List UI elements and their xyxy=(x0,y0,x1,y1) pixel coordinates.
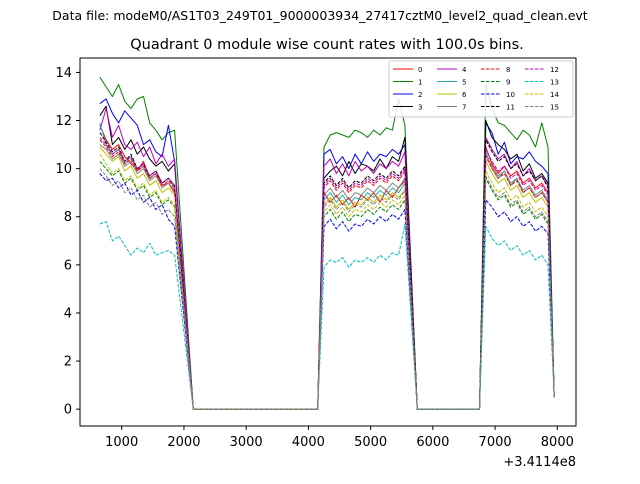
x-tick-label: 1000 xyxy=(105,435,138,450)
x-tick-label: 3000 xyxy=(230,435,263,450)
legend-label-3: 3 xyxy=(418,104,422,112)
y-tick-label: 2 xyxy=(64,355,72,370)
x-axis: 1000 2000 3000 4000 5000 6000 7000 8000 xyxy=(105,426,574,450)
y-tick-label: 12 xyxy=(55,114,72,129)
series-line-13 xyxy=(99,221,555,410)
x-tick-label: 4000 xyxy=(292,435,325,450)
legend-label-15: 15 xyxy=(550,104,559,112)
legend-label-2: 2 xyxy=(418,91,422,99)
suptitle: Data file: modeM0/AS1T03_249T01_90000039… xyxy=(52,8,587,23)
y-tick-label: 10 xyxy=(55,162,72,177)
legend-label-11: 11 xyxy=(506,104,515,112)
x-tick-label: 6000 xyxy=(416,435,449,450)
legend-label-8: 8 xyxy=(506,66,510,74)
series-layer xyxy=(99,76,555,410)
legend-label-7: 7 xyxy=(462,104,466,112)
legend-label-10: 10 xyxy=(506,91,515,99)
legend-label-4: 4 xyxy=(462,66,467,74)
x-tick-label: 5000 xyxy=(354,435,387,450)
chart-title: Quadrant 0 module wise count rates with … xyxy=(130,37,524,53)
x-tick-label: 8000 xyxy=(541,435,574,450)
legend-label-14: 14 xyxy=(550,91,559,99)
legend-frame xyxy=(388,60,574,118)
legend-label-0: 0 xyxy=(418,66,422,74)
series-line-15 xyxy=(99,168,555,410)
y-tick-label: 14 xyxy=(55,66,72,81)
legend-label-9: 9 xyxy=(506,79,510,87)
legend-label-5: 5 xyxy=(462,79,466,87)
y-tick-label: 8 xyxy=(64,210,72,225)
y-tick-label: 0 xyxy=(64,403,72,418)
x-tick-label: 2000 xyxy=(167,435,200,450)
y-tick-label: 6 xyxy=(64,258,72,273)
legend-label-13: 13 xyxy=(550,79,559,87)
legend-label-1: 1 xyxy=(418,79,422,87)
x-tick-label: 7000 xyxy=(479,435,512,450)
x-axis-offset-label: +3.4114e8 xyxy=(503,455,576,470)
series-line-11 xyxy=(99,132,555,410)
y-axis: 0 2 4 6 8 10 12 14 xyxy=(55,66,80,418)
plot-area xyxy=(79,57,577,427)
legend-label-12: 12 xyxy=(550,66,559,74)
axes-frame xyxy=(79,57,577,427)
legend-label-6: 6 xyxy=(462,91,467,99)
y-tick-label: 4 xyxy=(64,306,72,321)
